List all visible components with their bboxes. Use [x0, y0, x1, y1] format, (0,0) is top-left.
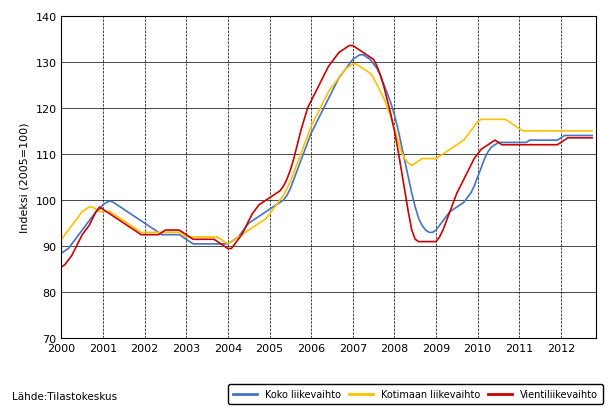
Koko liikevaihto — [495, 140, 502, 145]
Kotimaan liikevaihto — [588, 129, 596, 134]
Kotimaan liikevaihto — [58, 237, 65, 242]
Koko liikevaihto — [58, 251, 65, 256]
Vientiliikevaihto — [346, 44, 353, 49]
Kotimaan liikevaihto — [349, 62, 357, 67]
Koko liikevaihto — [457, 203, 464, 208]
Text: Lähde:Tilastokeskus: Lähde:Tilastokeskus — [12, 391, 117, 401]
Kotimaan liikevaihto — [224, 242, 231, 247]
Kotimaan liikevaihto — [498, 118, 505, 123]
Vientiliikevaihto — [495, 140, 502, 145]
Kotimaan liikevaihto — [519, 129, 526, 134]
Koko liikevaihto — [356, 53, 363, 58]
Vientiliikevaihto — [516, 143, 523, 148]
Koko liikevaihto — [588, 134, 596, 139]
Vientiliikevaihto — [398, 168, 405, 173]
Vientiliikevaihto — [457, 184, 464, 189]
Line: Koko liikevaihto: Koko liikevaihto — [61, 56, 592, 254]
Kotimaan liikevaihto — [460, 138, 467, 143]
Vientiliikevaihto — [58, 265, 65, 270]
Kotimaan liikevaihto — [401, 157, 408, 161]
Vientiliikevaihto — [588, 136, 596, 141]
Vientiliikevaihto — [241, 226, 249, 231]
Y-axis label: Indeksi (2005=100): Indeksi (2005=100) — [20, 123, 30, 233]
Kotimaan liikevaihto — [245, 228, 252, 233]
Vientiliikevaihto — [245, 219, 252, 224]
Koko liikevaihto — [516, 140, 523, 145]
Kotimaan liikevaihto — [249, 226, 256, 231]
Legend: Koko liikevaihto, Kotimaan liikevaihto, Vientiliikevaihto: Koko liikevaihto, Kotimaan liikevaihto, … — [228, 385, 603, 404]
Line: Vientiliikevaihto: Vientiliikevaihto — [61, 46, 592, 267]
Koko liikevaihto — [241, 226, 249, 231]
Koko liikevaihto — [398, 143, 405, 148]
Koko liikevaihto — [245, 221, 252, 226]
Line: Kotimaan liikevaihto: Kotimaan liikevaihto — [61, 65, 592, 244]
